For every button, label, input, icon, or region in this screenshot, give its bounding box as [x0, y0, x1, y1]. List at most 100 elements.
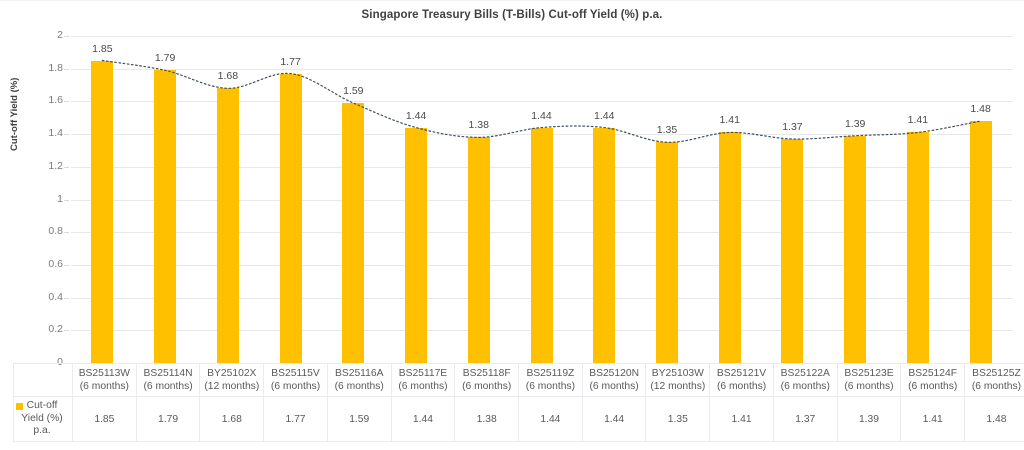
y-axis-tick-label: 0.6 [48, 257, 63, 270]
y-axis-tick-label: 1 [57, 192, 63, 205]
table-value-cell: 1.38 [454, 396, 520, 442]
category-tenor: (6 months) [462, 381, 512, 392]
y-axis-tick-mark [64, 36, 69, 37]
y-axis-tick-mark [64, 297, 69, 299]
bar-data-label: 1.35 [656, 124, 678, 137]
bar-data-label: 1.41 [907, 114, 929, 127]
bar[interactable] [467, 137, 490, 363]
bar-data-label: 1.41 [719, 114, 740, 127]
bar-data-label: 1.44 [531, 109, 552, 122]
table-value-cell: 1.41 [709, 396, 774, 442]
table-value-cell: 1.59 [326, 396, 392, 442]
table-header-cell: BS25124F (6 months) [900, 363, 966, 397]
category-tenor: (6 months) [270, 381, 321, 392]
table-header-cell: BS25115V (6 months) [263, 363, 328, 397]
y-axis-tick-mark [64, 232, 69, 234]
y-axis-tick-label: 0 [57, 356, 63, 368]
category-tenor: (6 months) [908, 381, 958, 392]
bar[interactable] [844, 135, 867, 363]
y-axis-tick-mark [64, 166, 69, 168]
table-value-cell: 1.44 [518, 396, 583, 442]
bar[interactable] [655, 142, 678, 363]
table-value-cell: 1.77 [263, 396, 328, 442]
category-tenor: (6 months) [525, 381, 575, 392]
y-axis-tick-label: 2 [57, 29, 63, 41]
category-tenor: (6 months) [716, 381, 767, 392]
bar[interactable] [906, 132, 929, 363]
y-axis-tick-label: 1.4 [48, 127, 63, 140]
bar-data-label: 1.77 [280, 55, 301, 68]
bar[interactable] [969, 121, 992, 363]
bar-data-label: 1.68 [217, 70, 239, 83]
bar[interactable] [593, 127, 616, 363]
category-code: BS25121V [716, 368, 767, 379]
table-header-cell: BS25114N (6 months) [135, 363, 201, 397]
category-tenor: (12 months) [204, 381, 260, 392]
table-value-cell: 1.85 [72, 396, 137, 442]
bar[interactable] [405, 127, 428, 363]
category-code: BS25113W [78, 368, 131, 379]
category-code: BS25122A [780, 368, 830, 379]
legend-label-line-2: Yield (%) [21, 412, 63, 424]
table-header-cell: BY25103W (12 months) [645, 363, 711, 397]
y-axis-tick-label: 0.4 [48, 290, 63, 303]
table-header-cell: BY25102X (12 months) [199, 363, 265, 397]
bar-data-label: 1.44 [594, 109, 615, 122]
y-axis-tick-label: 1.6 [48, 94, 63, 107]
legend-color-swatch [16, 403, 23, 411]
bar[interactable] [216, 88, 239, 363]
bar[interactable] [342, 103, 365, 363]
bar[interactable] [154, 70, 177, 363]
bar-data-label: 1.39 [844, 117, 866, 130]
data-table: BS25113W (6 months) BS25114N (6 months) BY25… [13, 363, 1024, 442]
table-header-row: BS25113W (6 months) BS25114N (6 months) BY25… [13, 363, 1024, 397]
table-header-cell: BS25117E (6 months) [390, 363, 456, 397]
table-header-cell: BS25125Z (6 months) [964, 363, 1024, 397]
y-axis-tick-mark [64, 264, 69, 266]
table-value-cell: 1.79 [135, 396, 201, 442]
legend-label-line-3: p.a. [33, 425, 51, 437]
table-value-cell: 1.39 [836, 396, 902, 442]
category-tenor: (6 months) [334, 381, 384, 392]
bar[interactable] [718, 132, 741, 363]
bar-data-label: 1.48 [970, 103, 991, 116]
category-code: BS25119Z [526, 368, 575, 379]
category-code: BS25118F [462, 368, 511, 379]
y-axis-tick-label: 0.8 [48, 225, 63, 238]
category-code: BS25123E [844, 368, 894, 379]
category-code: BS25125Z [972, 368, 1021, 379]
category-code: BS25117E [398, 368, 448, 379]
y-axis-tick-mark [64, 134, 69, 136]
plot-area: 2 1.8 1.6 1.4 1.2 1 0.8 0.6 0.4 0.2 0 1.85 1.79 1.68… [48, 29, 1012, 368]
series-legend-cell: Cut-off Yield (%) p.a. [13, 396, 73, 442]
table-value-cell: 1.68 [199, 396, 265, 442]
bar[interactable] [530, 127, 553, 363]
category-code: BY25103W [651, 368, 704, 379]
y-axis-title: Cut-off Yield (%) [9, 77, 20, 151]
category-tenor: (6 months) [79, 381, 129, 392]
category-tenor: (6 months) [589, 381, 639, 392]
bar[interactable] [91, 60, 114, 363]
bar[interactable] [781, 139, 804, 363]
bar-data-label: 1.79 [154, 52, 176, 65]
bar-data-label: 1.59 [343, 85, 364, 98]
category-code: BS25120N [589, 368, 640, 379]
table-header-cell: BS25123E (6 months) [836, 363, 902, 397]
table-header-cell: BS25122A (6 months) [772, 363, 838, 397]
bar[interactable] [279, 73, 302, 363]
bar-data-label: 1.37 [782, 121, 803, 133]
y-axis-tick-label: 0.2 [48, 323, 63, 336]
table-value-cell: 1.44 [390, 396, 456, 442]
table-header-corner [13, 363, 73, 397]
gridline [71, 101, 1012, 103]
y-axis-tick-mark [64, 68, 69, 70]
bar-data-label: 1.85 [92, 42, 113, 55]
table-header-cell: BS25119Z (6 months) [518, 363, 583, 397]
category-code: BS25124F [908, 368, 958, 379]
category-tenor: (6 months) [780, 381, 830, 392]
y-axis-tick-label: 1.8 [48, 61, 63, 74]
table-value-cell: 1.48 [964, 396, 1024, 442]
category-code: BS25116A [334, 368, 384, 379]
table-value-cell: 1.35 [645, 396, 711, 442]
table-header-cell: BS25116A (6 months) [326, 363, 392, 397]
